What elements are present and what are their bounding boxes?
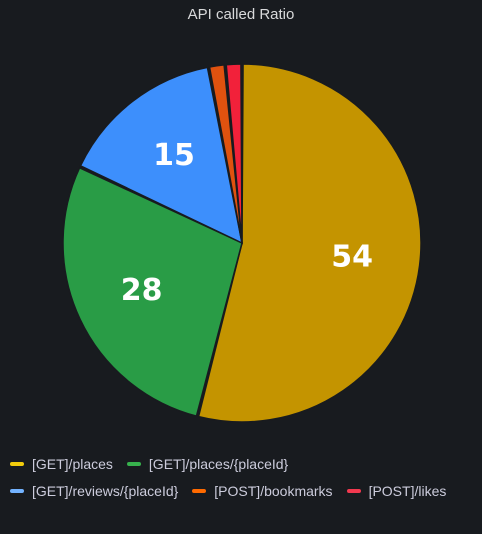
pie-slice-get-places-placeid[interactable] xyxy=(62,166,243,418)
pie-slice-post-likes[interactable] xyxy=(225,63,243,244)
legend-item-post-bookmarks[interactable]: [POST]/bookmarks xyxy=(192,477,333,504)
slice-value-label-get-reviews-placeid: 15 xyxy=(153,138,195,173)
slice-value-label-get-places: 54 xyxy=(331,239,373,274)
legend-swatch xyxy=(192,488,207,493)
legend-label: [GET]/places/{placeId} xyxy=(148,455,289,472)
legend-label: [GET]/reviews/{placeId} xyxy=(32,482,179,499)
pie-chart[interactable]: 54 28 15 xyxy=(0,0,482,440)
legend-swatch xyxy=(10,461,24,466)
pie-slice-get-places[interactable] xyxy=(197,63,422,423)
pie-slice-post-bookmarks[interactable] xyxy=(208,64,243,244)
legend-swatch xyxy=(126,461,141,466)
legend-swatch xyxy=(346,488,361,493)
legend-label: [POST]/likes xyxy=(368,482,447,499)
legend-swatch xyxy=(10,488,24,493)
pie-slice-get-reviews-placeid[interactable] xyxy=(79,66,244,245)
legend-item-get-places-placeid[interactable]: [GET]/places/{placeId} xyxy=(126,450,289,477)
legend-item-post-likes[interactable]: [POST]/likes xyxy=(346,477,447,504)
legend-label: [POST]/bookmarks xyxy=(214,482,333,499)
panel-title: API called Ratio xyxy=(187,6,295,23)
legend-item-get-places[interactable]: [GET]/places xyxy=(10,450,113,477)
chart-legend: [GET]/places [GET]/places/{placeId} [GET… xyxy=(10,450,470,504)
legend-item-get-reviews-placeid[interactable]: [GET]/reviews/{placeId} xyxy=(10,477,178,504)
slice-value-label-get-places-placeid: 28 xyxy=(121,273,163,308)
legend-label: [GET]/places xyxy=(32,455,113,472)
